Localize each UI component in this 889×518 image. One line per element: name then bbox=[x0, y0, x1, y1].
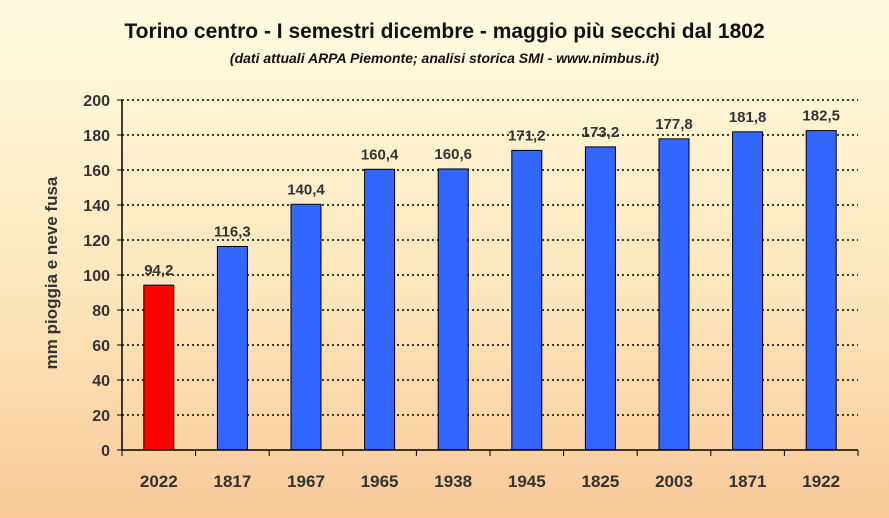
data-label: 182,5 bbox=[802, 108, 840, 125]
y-axis-label: mm pioggia e neve fusa bbox=[42, 176, 61, 369]
x-tick-label: 1871 bbox=[729, 472, 767, 491]
y-tick-label: 20 bbox=[92, 408, 110, 425]
x-tick-label: 1938 bbox=[434, 472, 472, 491]
y-tick-label: 140 bbox=[83, 198, 110, 215]
y-tick-label: 80 bbox=[92, 303, 110, 320]
data-label: 177,8 bbox=[655, 116, 693, 133]
data-label: 171,2 bbox=[508, 127, 546, 144]
bar-1817 bbox=[216, 245, 248, 451]
y-tick-label: 40 bbox=[92, 373, 110, 390]
data-label: 181,8 bbox=[729, 109, 767, 126]
x-tick-label: 1922 bbox=[802, 472, 840, 491]
bar-2022 bbox=[143, 284, 175, 451]
y-tick-label: 0 bbox=[101, 443, 110, 460]
bar-2003 bbox=[658, 138, 690, 451]
data-label: 160,4 bbox=[361, 146, 399, 163]
data-label: 140,4 bbox=[287, 181, 325, 198]
data-label: 116,3 bbox=[214, 223, 251, 240]
x-tick-label: 2022 bbox=[140, 472, 178, 491]
x-tick-label: 1965 bbox=[361, 472, 399, 491]
y-tick-label: 180 bbox=[83, 128, 110, 145]
bar-1965 bbox=[364, 168, 396, 451]
x-tick-label: 1817 bbox=[213, 472, 251, 491]
x-tick-label: 1945 bbox=[508, 472, 546, 491]
y-tick-label: 120 bbox=[83, 233, 110, 250]
bar-1871 bbox=[732, 131, 764, 451]
y-tick-label: 160 bbox=[83, 163, 110, 180]
bar-1967 bbox=[290, 203, 322, 451]
bar-1922 bbox=[805, 130, 837, 451]
data-label: 94,2 bbox=[144, 262, 173, 279]
bar-1938 bbox=[437, 168, 469, 451]
y-tick-label: 60 bbox=[92, 338, 110, 355]
bar-1825 bbox=[584, 146, 616, 451]
y-tick-label: 100 bbox=[83, 268, 110, 285]
chart-subtitle: (dati attuali ARPA Piemonte; analisi sto… bbox=[229, 50, 660, 66]
x-tick-label: 1825 bbox=[581, 472, 619, 491]
x-tick-label: 1967 bbox=[287, 472, 325, 491]
y-tick-label: 200 bbox=[83, 93, 110, 110]
data-label: 173,2 bbox=[582, 124, 620, 141]
x-tick-label: 2003 bbox=[655, 472, 693, 491]
bar-1945 bbox=[511, 149, 543, 451]
data-label: 160,6 bbox=[434, 146, 472, 163]
chart-title: Torino centro - I semestri dicembre - ma… bbox=[124, 20, 765, 43]
